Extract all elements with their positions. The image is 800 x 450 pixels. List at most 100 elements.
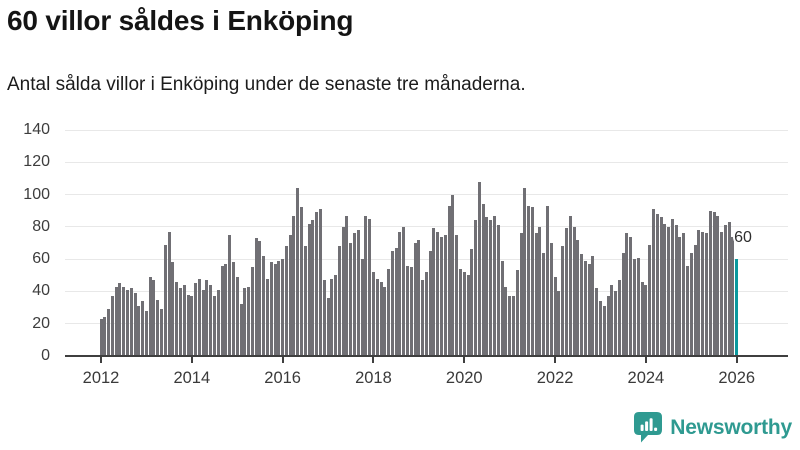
y-axis-label: 40 — [32, 282, 50, 300]
bar — [110, 296, 114, 356]
bar — [334, 275, 338, 356]
bar — [576, 239, 580, 356]
bar — [485, 217, 489, 356]
bar — [417, 239, 421, 356]
bar — [640, 281, 644, 356]
bar — [413, 243, 417, 356]
bar — [152, 280, 156, 356]
bar — [466, 275, 470, 356]
bar — [598, 301, 602, 356]
bar — [315, 212, 319, 356]
bar — [337, 246, 341, 356]
bar — [527, 205, 531, 356]
bar — [190, 296, 194, 356]
bar — [288, 234, 292, 356]
x-axis-label: 2026 — [718, 369, 756, 387]
bar — [163, 244, 167, 356]
bar — [477, 181, 481, 356]
bar — [727, 222, 731, 356]
bar — [519, 233, 523, 356]
bar — [194, 283, 198, 356]
bar — [99, 318, 103, 356]
x-axis-label: 2014 — [173, 369, 211, 387]
bar — [201, 289, 205, 356]
y-axis-label: 0 — [41, 347, 50, 364]
bar — [617, 280, 621, 356]
bar — [175, 281, 179, 356]
bar — [496, 225, 500, 356]
bar — [156, 299, 160, 356]
bar — [133, 293, 137, 356]
bar — [224, 263, 228, 356]
x-axis-label: 2022 — [536, 369, 574, 387]
bar — [568, 215, 572, 356]
newsworthy-wordmark: Newsworthy — [670, 415, 792, 439]
gridline — [65, 129, 788, 131]
bar — [428, 251, 432, 356]
bar — [515, 270, 519, 356]
bar — [432, 228, 436, 356]
bar — [697, 230, 701, 356]
bar — [667, 226, 671, 356]
bar — [451, 194, 455, 356]
bar — [474, 220, 478, 356]
bar — [300, 207, 304, 356]
bar — [390, 251, 394, 356]
bar — [231, 262, 235, 356]
bar — [107, 309, 111, 356]
bar — [595, 288, 599, 356]
y-axis-label: 20 — [32, 314, 50, 332]
bar — [141, 301, 145, 356]
bar — [689, 252, 693, 356]
x-axis-label: 2016 — [264, 369, 301, 387]
bar — [629, 236, 633, 356]
bar — [197, 278, 201, 356]
bar — [182, 284, 186, 356]
bar — [489, 220, 493, 356]
bar — [481, 204, 485, 356]
bar — [307, 223, 311, 356]
bar — [731, 236, 735, 356]
x-axis-tick — [554, 357, 557, 364]
bar — [103, 317, 107, 356]
x-axis-tick — [644, 357, 647, 364]
bar — [534, 233, 538, 356]
bar — [572, 226, 576, 356]
chart-subtitle: Antal sålda villor i Enköping under de s… — [7, 74, 526, 95]
bar — [216, 289, 220, 356]
bar — [674, 225, 678, 356]
bar — [406, 265, 409, 356]
y-axis-label: 120 — [23, 153, 50, 171]
bar — [421, 280, 425, 356]
bar — [144, 310, 148, 356]
bar — [349, 243, 353, 356]
bar — [614, 291, 618, 356]
bar — [644, 284, 648, 356]
gridline — [65, 258, 788, 260]
bar — [648, 244, 652, 356]
bar — [659, 217, 663, 356]
bar — [296, 188, 300, 356]
bar — [686, 265, 690, 356]
bar — [247, 286, 251, 356]
y-axis-label: 100 — [23, 185, 50, 203]
bar — [330, 278, 334, 356]
bar — [360, 259, 364, 356]
bar — [580, 254, 584, 356]
newsworthy-logo[interactable]: Newsworthy — [633, 411, 792, 444]
bar — [167, 231, 171, 356]
bar — [243, 288, 247, 356]
bar — [284, 246, 288, 356]
bar — [277, 260, 281, 356]
bar — [326, 297, 330, 356]
bar — [318, 209, 322, 356]
bar — [682, 233, 686, 356]
bar — [125, 289, 129, 356]
bar — [436, 231, 440, 356]
bar — [402, 226, 406, 356]
bar — [663, 223, 667, 356]
highlighted-bar — [735, 259, 739, 356]
bar — [549, 243, 553, 356]
